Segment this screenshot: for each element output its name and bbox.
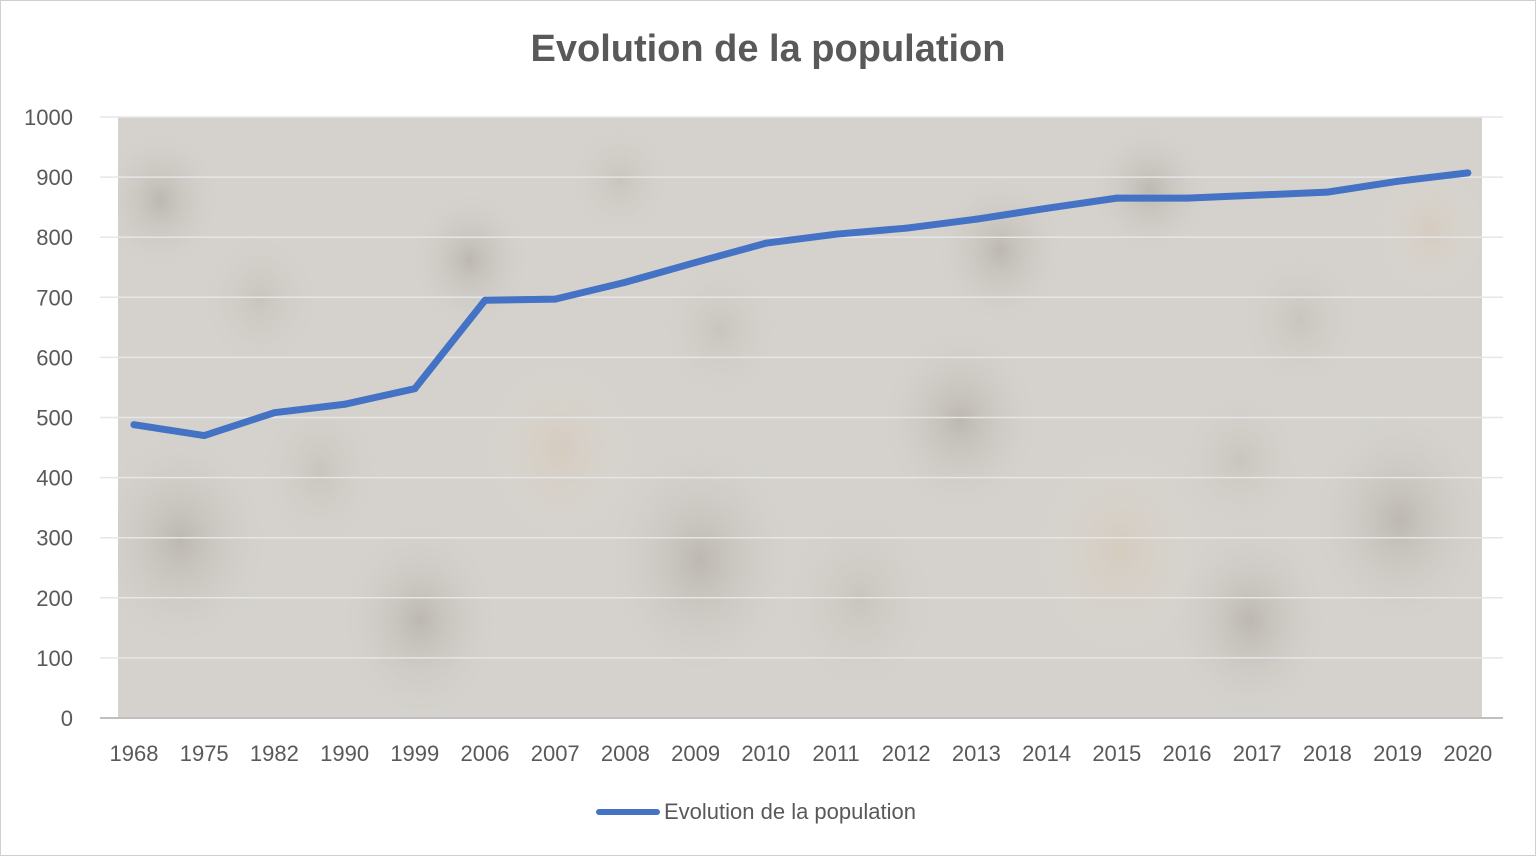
y-tick-label: 0 [61, 706, 73, 731]
data-point [411, 385, 419, 393]
data-point [341, 400, 349, 408]
data-point [481, 296, 489, 304]
y-tick-label: 900 [36, 165, 73, 190]
series-layer [130, 169, 1472, 440]
data-point [1394, 177, 1402, 185]
data-point [1323, 188, 1331, 196]
data-point [902, 224, 910, 232]
legend-label: Evolution de la population [664, 799, 916, 824]
x-tick-label: 2013 [952, 741, 1001, 766]
data-point [1113, 194, 1121, 202]
y-axis: 0 100 200 300 400 500 600 700 800 900 1000 [24, 105, 73, 731]
y-tick-label: 700 [36, 285, 73, 310]
y-tick-label: 300 [36, 526, 73, 551]
y-tick-label: 100 [36, 646, 73, 671]
data-point [972, 215, 980, 223]
legend-swatch [596, 809, 660, 815]
y-tick-label: 400 [36, 466, 73, 491]
x-tick-label: 2018 [1303, 741, 1352, 766]
data-point [692, 258, 700, 266]
x-tick-label: 1975 [180, 741, 229, 766]
legend: Evolution de la population [596, 796, 916, 828]
x-tick-label: 2011 [812, 741, 859, 766]
data-point [762, 239, 770, 247]
x-tick-label: 1990 [320, 741, 369, 766]
y-tick-label: 200 [36, 586, 73, 611]
x-tick-label: 2007 [531, 741, 580, 766]
data-point [130, 421, 138, 429]
y-tick-label: 500 [36, 406, 73, 431]
x-tick-label: 2008 [601, 741, 650, 766]
data-point [270, 409, 278, 417]
x-tick-label: 2017 [1233, 741, 1282, 766]
data-point [1253, 191, 1261, 199]
gridlines [100, 116, 1503, 659]
series-line-0 [130, 169, 1472, 440]
x-tick-label: 2012 [882, 741, 931, 766]
y-tick-label: 600 [36, 345, 73, 370]
data-point [1043, 204, 1051, 212]
y-tick-label: 1000 [24, 105, 73, 130]
x-tick-label: 2009 [671, 741, 720, 766]
x-tick-label: 2010 [741, 741, 790, 766]
x-axis: 1968 1975 1982 1990 1999 2006 2007 2008 2009 2010… [100, 717, 1503, 766]
x-tick-label: 2014 [1022, 741, 1071, 766]
x-tick-label: 2016 [1163, 741, 1212, 766]
x-tick-label: 2020 [1443, 741, 1492, 766]
x-tick-label: 2015 [1092, 741, 1141, 766]
x-tick-label: 1968 [110, 741, 159, 766]
data-point [551, 295, 559, 303]
data-point [621, 278, 629, 286]
data-point [832, 230, 840, 238]
x-tick-label: 2006 [461, 741, 510, 766]
data-point [1464, 169, 1472, 177]
x-tick-label: 1982 [250, 741, 299, 766]
x-tick-label: 1999 [390, 741, 439, 766]
x-tick-label: 2019 [1373, 741, 1422, 766]
chart-title: Evolution de la population [530, 28, 1006, 70]
data-point [1183, 194, 1191, 202]
data-point [200, 432, 208, 440]
y-tick-label: 800 [36, 225, 73, 250]
